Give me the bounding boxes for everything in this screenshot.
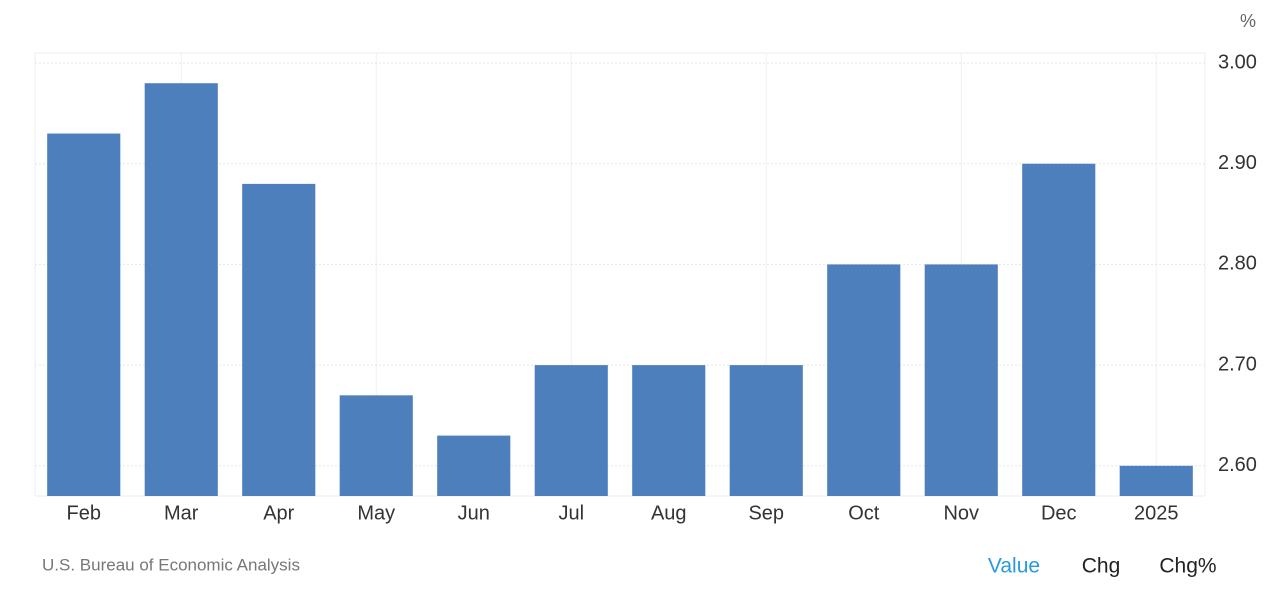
y-tick-label: 2.90 — [1218, 152, 1257, 174]
bar — [924, 264, 998, 496]
bar — [339, 395, 413, 496]
x-tick-label: Jul — [558, 502, 584, 524]
bar — [729, 365, 803, 496]
x-tick-label: Dec — [1041, 502, 1077, 524]
tab-value[interactable]: Value — [988, 555, 1040, 578]
x-tick-label: Oct — [848, 502, 880, 524]
x-tick-label: Aug — [651, 502, 687, 524]
bar — [144, 83, 218, 497]
tab-chg-pct[interactable]: Chg% — [1159, 555, 1216, 578]
source: U.S. Bureau of Economic Analysis — [42, 555, 300, 574]
bar — [827, 264, 901, 496]
bar — [242, 183, 316, 497]
bar — [437, 435, 511, 496]
x-tick-label: Nov — [943, 502, 979, 524]
y-tick-label: 3.00 — [1218, 51, 1257, 73]
x-tick-label: Feb — [67, 502, 101, 524]
tab-chg[interactable]: Chg — [1082, 555, 1121, 578]
y-unit: % — [1240, 11, 1256, 31]
y-tick-label: 2.80 — [1218, 253, 1257, 275]
plot-frame — [34, 52, 1206, 497]
y-tick-label: 2.60 — [1218, 454, 1257, 476]
bar — [632, 365, 706, 496]
x-tick-label: May — [357, 502, 395, 524]
bar — [534, 365, 608, 496]
x-tick-label: 2025 — [1134, 502, 1179, 524]
x-tick-label: Sep — [748, 502, 784, 524]
x-tick-label: Apr — [263, 502, 294, 524]
x-tick-label: Mar — [164, 502, 199, 524]
bar — [47, 133, 121, 496]
x-tick-label: Jun — [458, 502, 490, 524]
bar — [1119, 465, 1193, 496]
bar — [1022, 163, 1096, 496]
y-tick-label: 2.70 — [1218, 353, 1257, 375]
